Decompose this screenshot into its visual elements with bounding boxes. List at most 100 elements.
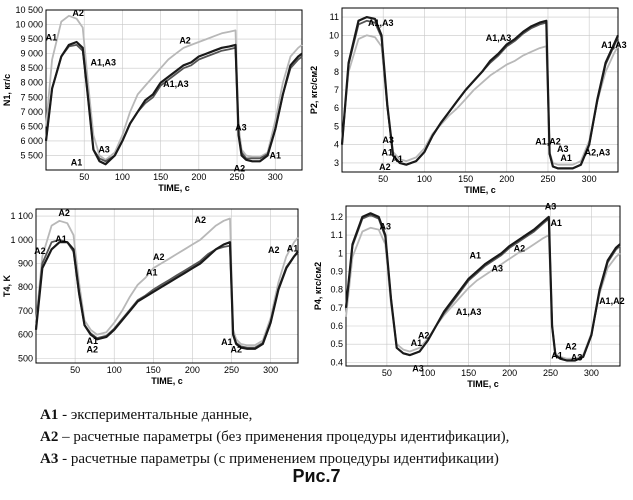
- y-tick-label: 6 500: [20, 121, 43, 131]
- series-annotation: A2: [194, 215, 206, 225]
- legend-text: - расчетные параметры (с применением про…: [58, 451, 499, 467]
- legend-key: A2: [40, 429, 59, 445]
- y-tick-label: 1 000: [10, 235, 33, 245]
- series-annotation: A1: [146, 267, 158, 277]
- y-tick-label: 0.4: [330, 357, 343, 367]
- series-annotation: A1: [382, 148, 394, 158]
- series-annotation: A1: [550, 218, 562, 228]
- y-tick-label: 7 500: [20, 92, 43, 102]
- y-tick-label: 6 000: [20, 136, 43, 146]
- x-axis-label: TIME, c: [151, 376, 183, 386]
- x-tick-label: 250: [224, 365, 239, 375]
- y-tick-label: 10: [329, 30, 339, 40]
- y-tick-label: 9 500: [20, 34, 43, 44]
- legend-item-a2: A2 – расчетные параметры (без применения…: [40, 426, 630, 448]
- series-annotation: A1,A3: [91, 57, 117, 67]
- y-tick-label: 9: [334, 49, 339, 59]
- y-tick-label: 0.5: [330, 339, 343, 349]
- x-tick-label: 200: [499, 174, 514, 184]
- series-annotation: A2: [179, 35, 191, 45]
- series-annotation: A2,A3: [585, 148, 611, 158]
- series-annotation: A2: [565, 342, 577, 352]
- y-tick-label: 1.2: [330, 212, 343, 222]
- series-annotation: A3: [380, 222, 392, 232]
- series-annotation: A1: [551, 351, 563, 361]
- figure-caption: Рис.7: [292, 466, 341, 486]
- series-annotation: A3: [235, 123, 247, 133]
- series-line-a2: [45, 14, 303, 161]
- series-annotation: A1,A3: [456, 307, 482, 317]
- legend-key: A3: [40, 451, 59, 467]
- x-tick-label: 300: [582, 174, 597, 184]
- x-tick-label: 50: [378, 174, 388, 184]
- y-tick-label: 0.9: [330, 266, 343, 276]
- x-tick-label: 100: [417, 174, 432, 184]
- x-tick-label: 100: [420, 368, 435, 378]
- series-annotation: A1,A3: [163, 79, 189, 89]
- x-tick-label: 250: [540, 174, 555, 184]
- series-line-a1: [340, 16, 620, 170]
- y-tick-label: 4: [334, 140, 339, 150]
- series-annotation: A1: [391, 154, 403, 164]
- y-tick-label: 800: [18, 282, 33, 292]
- series-annotation: A2: [230, 344, 242, 354]
- series-annotation: A2: [72, 8, 84, 18]
- series-annotation: A2: [87, 344, 99, 354]
- series-annotation: A1: [287, 244, 299, 254]
- x-tick-label: 100: [115, 172, 130, 182]
- series-annotation: A1: [269, 150, 281, 160]
- legend: A1 - экспериментальные данные, A2 – расч…: [40, 404, 630, 470]
- y-tick-label: 3: [334, 158, 339, 168]
- x-axis-label: TIME, c: [467, 379, 499, 389]
- y-tick-label: 9 000: [20, 49, 43, 59]
- x-axis-label: TIME, c: [158, 183, 190, 193]
- x-tick-label: 150: [458, 174, 473, 184]
- chart-3: 50 100 150 200 250 300 500 600 700 800 900 1 000 1 1…: [2, 208, 299, 386]
- y-tick-label: 8 500: [20, 63, 43, 73]
- series-annotation: A3: [412, 363, 424, 373]
- legend-item-a1: A1 - экспериментальные данные,: [40, 404, 630, 426]
- y-tick-label: 0.7: [330, 303, 343, 313]
- y-tick-label: 1 100: [10, 211, 33, 221]
- series-annotation: A1,A2: [535, 137, 561, 147]
- series-annotation: A1: [469, 251, 481, 261]
- x-tick-label: 300: [584, 368, 599, 378]
- x-tick-label: 150: [153, 172, 168, 182]
- x-tick-label: 250: [230, 172, 245, 182]
- series-annotation: A3: [571, 353, 583, 363]
- y-tick-label: 8 000: [20, 78, 43, 88]
- series-annotation: A2: [379, 162, 391, 172]
- y-axis-label: P2, кгс/см2: [309, 66, 319, 114]
- y-tick-label: 11: [330, 12, 339, 22]
- y-tick-label: 7: [334, 85, 339, 95]
- series-annotation: A1,A3: [368, 18, 394, 28]
- series-annotation: A1: [71, 158, 83, 168]
- series-annotation: A3: [492, 263, 504, 273]
- y-tick-label: 900: [18, 258, 33, 268]
- plot-frame: [35, 208, 299, 364]
- chart-4: 50 100 150 200 250 300 0.4 0.5 0.6 0.7 0.8 0.9 1 1.1 1…: [313, 202, 625, 389]
- y-tick-label: 700: [18, 306, 33, 316]
- plot-frame: [341, 7, 619, 173]
- x-axis-label: TIME, c: [464, 185, 496, 195]
- x-tick-label: 250: [543, 368, 558, 378]
- series-annotation: A1: [411, 338, 423, 348]
- y-tick-label: 0.6: [330, 321, 343, 331]
- x-tick-label: 50: [70, 365, 80, 375]
- series-annotation: A1,A2: [599, 296, 625, 306]
- legend-text: – расчетные параметры (без применения пр…: [58, 429, 510, 445]
- y-axis-label: N1, кг/с: [2, 74, 12, 106]
- plot-frame: [45, 9, 303, 171]
- x-tick-label: 300: [268, 172, 283, 182]
- series-annotation: A2: [153, 252, 165, 262]
- y-tick-label: 10 000: [15, 20, 43, 30]
- y-tick-label: 1.1: [330, 230, 343, 240]
- x-tick-label: 200: [502, 368, 517, 378]
- x-tick-label: 200: [191, 172, 206, 182]
- x-tick-label: 300: [263, 365, 278, 375]
- series-line-a1: [344, 212, 621, 362]
- series-annotation: A1: [55, 234, 67, 244]
- series-annotation: A2: [34, 246, 46, 256]
